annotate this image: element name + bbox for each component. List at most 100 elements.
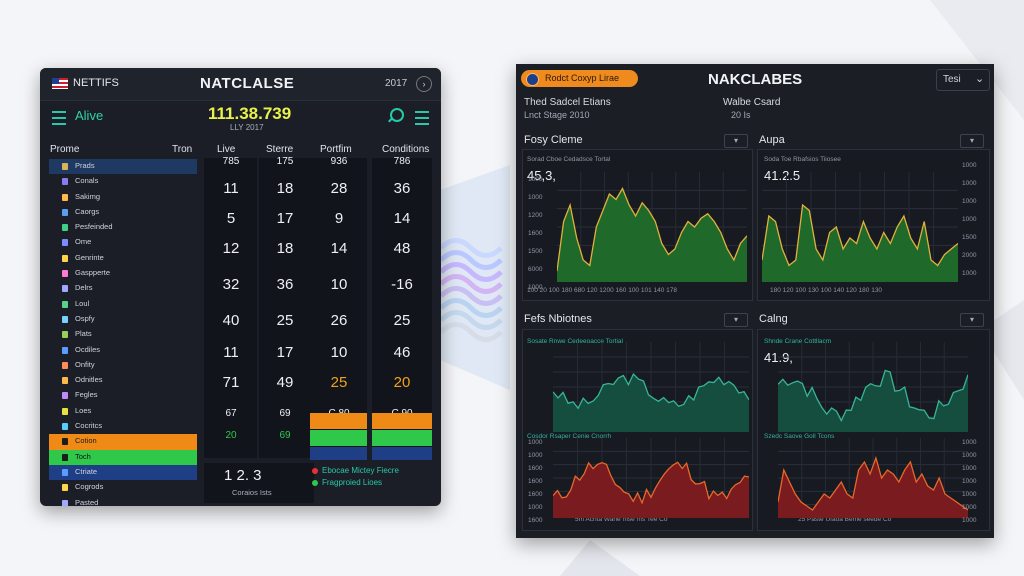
list-item[interactable]: Cogrods [49, 480, 197, 495]
list-item[interactable]: Ocdiles [49, 343, 197, 358]
conditions-green-bar [372, 430, 432, 446]
table-cell: 69 [279, 408, 291, 419]
table-cell: 28 [330, 180, 348, 197]
series-line [553, 372, 749, 410]
category-icon [62, 300, 68, 308]
list-item[interactable]: Cocritcs [49, 419, 197, 434]
test-button[interactable]: Tesi ⌄ [936, 69, 990, 91]
table-cell: 48 [393, 240, 411, 257]
pane-3-dropdown[interactable]: ▾ [724, 313, 748, 327]
list-item[interactable]: Fegles [49, 388, 197, 403]
list-item[interactable]: Sakimg [49, 190, 197, 205]
list-item[interactable]: Pasted [49, 496, 197, 506]
axis-tick-label: 1000 [962, 465, 977, 472]
left-header-bar: NETTIFS NATCLALSE 2017 › [40, 68, 441, 101]
pane-1-dropdown[interactable]: ▾ [724, 134, 748, 148]
panel-title: NATCLALSE [200, 75, 295, 92]
category-icon [62, 423, 68, 431]
axis-tick-label: 1600 [528, 478, 543, 485]
main-counter: 111.38.739 [208, 104, 292, 123]
header-live[interactable]: Live [217, 144, 236, 155]
pagination-numbers[interactable]: 1 2. 3 [224, 467, 262, 484]
list-item[interactable]: Ospfy [49, 312, 197, 327]
axis-tick-label: 1000 [962, 439, 977, 446]
header-conditions[interactable]: Conditions [382, 144, 430, 155]
axis-tick-label: 1000 [528, 439, 543, 446]
category-icon [62, 254, 68, 262]
table-cell: 785 [222, 156, 240, 167]
pane-4-lower-legend: Szedc Saove Goll Tcons [764, 433, 835, 440]
list-item[interactable]: Loes [49, 404, 197, 419]
category-icon [62, 178, 68, 186]
list-item[interactable]: Loul [49, 297, 197, 312]
list-item[interactable]: Odnitles [49, 373, 197, 388]
list-item[interactable]: Prads [49, 159, 197, 175]
list-item-label: Delrs [75, 283, 93, 293]
pane-4-dropdown[interactable]: ▾ [960, 313, 984, 327]
axis-tick-label: 6000 [528, 266, 543, 273]
list-item[interactable]: Ctriate [49, 464, 197, 481]
series-area [762, 205, 958, 282]
panel-title-right: NAKCLABES [708, 71, 803, 88]
table-cell: 14 [393, 210, 411, 227]
red-chart-right [778, 438, 968, 518]
teal-chart [553, 342, 749, 432]
sterre-column-bg [259, 158, 311, 458]
series-line [553, 461, 749, 505]
list-menu-icon[interactable] [415, 111, 429, 125]
category-icon [62, 163, 68, 170]
list-item[interactable]: Cotion [49, 434, 197, 450]
list-item-label: Gaspperte [75, 268, 111, 278]
list-item[interactable]: Conals [49, 174, 197, 189]
category-icon [62, 407, 68, 415]
pagination-caption: Coraios Ists [232, 488, 272, 497]
badge-label: Rodct Coxyp Lirae [545, 73, 620, 83]
axis-tick-label: 1600 [528, 230, 543, 237]
header-portfim[interactable]: Portfim [320, 144, 352, 155]
pane-4-bottom-ticks: 25 Paste Ufaoa Beme seede Co [798, 516, 892, 523]
list-item[interactable]: Plats [49, 327, 197, 342]
table-cell: 17 [276, 210, 294, 227]
series-area [778, 370, 968, 432]
axis-tick-label: 1600 [528, 465, 543, 472]
search-icon[interactable] [390, 108, 404, 122]
pane-2-dropdown[interactable]: ▾ [960, 134, 984, 148]
list-item[interactable]: Delrs [49, 281, 197, 296]
table-cell: 12 [222, 240, 240, 257]
axis-tick-label: 1500 [962, 234, 977, 241]
list-item-label: Cogrods [75, 482, 104, 492]
conditions-column-bg [372, 158, 432, 458]
header-prome[interactable]: Prome [50, 144, 80, 155]
table-cell: 71 [222, 374, 240, 391]
category-icon [62, 270, 68, 278]
header-tron[interactable]: Tron [172, 144, 193, 155]
portfim-orange-bar [310, 413, 367, 429]
category-icon [62, 346, 68, 354]
portfim-column-bg [310, 158, 367, 458]
list-item[interactable]: Genrinte [49, 251, 197, 266]
us-flag-icon [52, 78, 68, 89]
axis-tick-label: 1000 [962, 270, 977, 277]
category-icon [62, 377, 68, 385]
status-badge[interactable]: Rodct Coxyp Lirae [521, 70, 638, 87]
pane-title-3: Fefs Nbiotnes [524, 313, 592, 325]
list-item[interactable]: Caorgs [49, 205, 197, 220]
table-cell: 67 [225, 408, 237, 419]
pane-1-xticks: 100 20 100 180 680 120 1200 160 100 101 … [527, 287, 678, 294]
alive-label: Alive [75, 108, 104, 123]
list-item-label: Onfity [75, 359, 95, 369]
list-item[interactable]: Gaspperte [49, 266, 197, 281]
pane-2-xticks: 180 120 100 130 100 140 120 180 130 [770, 287, 883, 294]
table-cell: 10 [330, 344, 348, 361]
list-item[interactable]: Pesfeinded [49, 220, 197, 235]
subtitle-left: Thed Sadcel Etians [524, 97, 611, 108]
arrow-right-icon[interactable]: › [416, 76, 432, 92]
list-item[interactable]: Onfity [49, 358, 197, 373]
chart-pane-2: Soda Toe Rbafsios Tiiosee 41.2.5 180 120… [757, 149, 990, 301]
header-sterre[interactable]: Sterre [266, 144, 294, 155]
list-item[interactable]: Toch [49, 449, 197, 465]
menu-icon[interactable] [52, 111, 66, 125]
list-item[interactable]: Ome [49, 235, 197, 250]
pane-3-bottom-ticks: 5m Acnta Wane mse ms Tee Co [575, 516, 668, 523]
axis-tick-label: 1600 [528, 517, 543, 524]
